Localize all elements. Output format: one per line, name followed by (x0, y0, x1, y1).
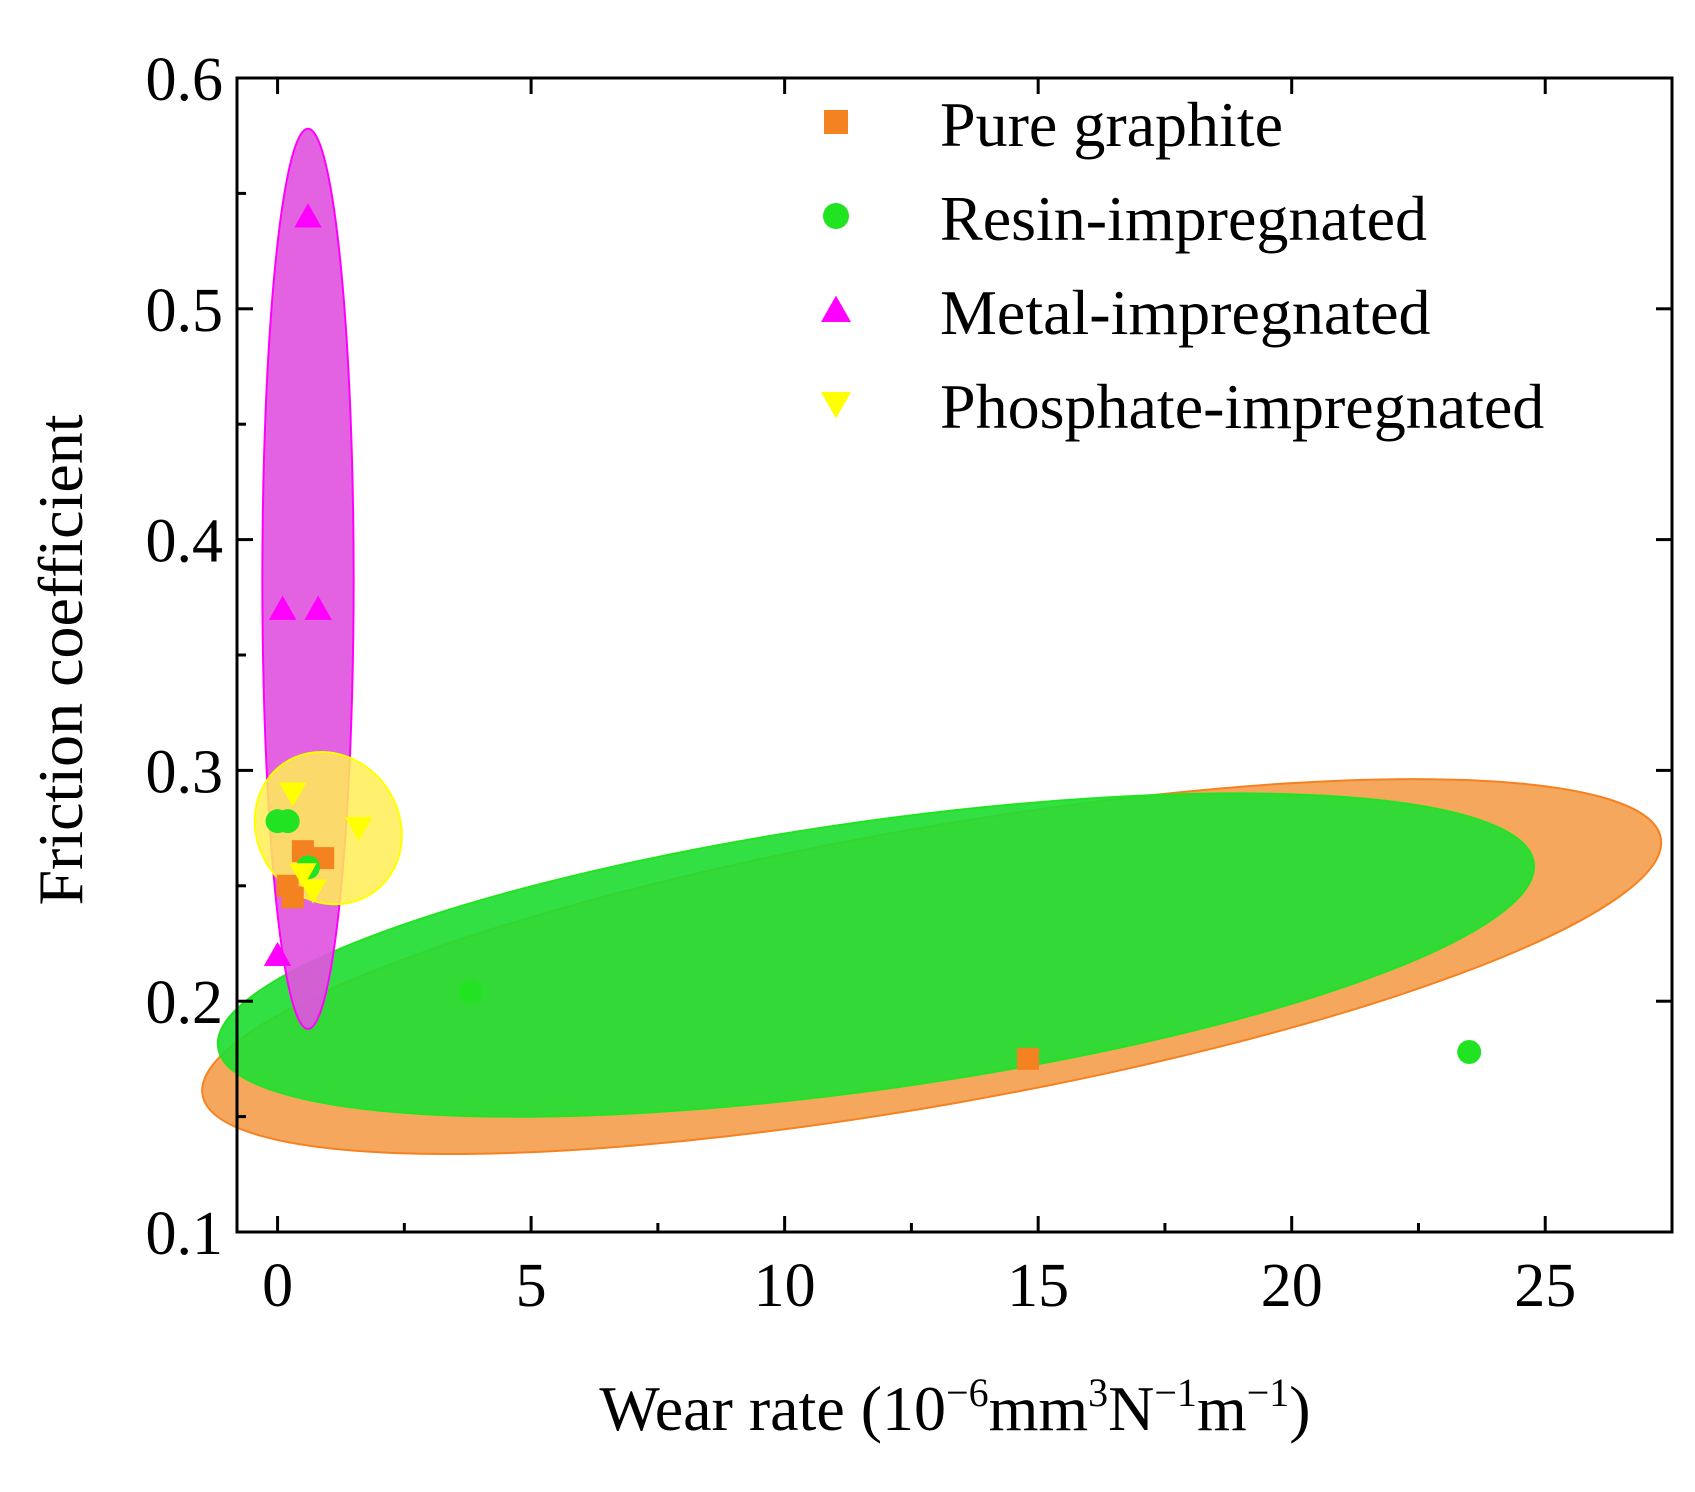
point-phosphate-impregnated-3 (344, 817, 373, 842)
x-tick-label-4: 20 (1261, 1252, 1323, 1320)
point-metal-impregnated-3 (304, 595, 332, 620)
x-label-exp4: −1 (1247, 1370, 1290, 1415)
point-metal-impregnated-1 (268, 595, 297, 620)
x-tick-label-0: 0 (262, 1252, 293, 1320)
x-label-mid2: N (1108, 1373, 1154, 1444)
legend: Pure graphite Resin-impregnated Metal-impr… (821, 89, 1544, 442)
legend-label-phosphate-impregnated: Phosphate-impregnated (940, 371, 1544, 442)
y-tick-label-0: 0.1 (146, 1200, 224, 1268)
y-tick-label-5: 0.6 (146, 46, 224, 114)
axes: 0 5 10 15 20 25 0.1 0.2 0.3 0.4 0.5 0.6 (146, 46, 1674, 1320)
point-resin-impregnated-4 (1457, 1039, 1482, 1064)
y-tick-label-4: 0.5 (146, 277, 224, 345)
legend-marker-resin-impregnated (823, 203, 849, 229)
legend-marker-phosphate-impregnated (821, 392, 851, 419)
x-label-mid3: m (1197, 1373, 1247, 1444)
y-tick-label-2: 0.3 (146, 738, 224, 806)
point-metal-impregnated-2 (294, 203, 322, 228)
x-label-exp1: −6 (946, 1370, 989, 1415)
legend-marker-pure-graphite (824, 110, 848, 134)
ellipse-phosphate-impregnated (253, 751, 403, 906)
x-axis-label: Wear rate (10−6mm3N−1m−1) (599, 1370, 1310, 1444)
data-points (263, 203, 1482, 1070)
legend-marker-metal-impregnated (821, 295, 851, 322)
point-metal-impregnated-0 (263, 941, 292, 967)
y-tick-label-1: 0.2 (146, 969, 224, 1037)
point-phosphate-impregnated-2 (299, 879, 327, 904)
x-label-exp3: −1 (1154, 1370, 1197, 1415)
point-resin-impregnated-3 (458, 979, 483, 1004)
x-tick-label-1: 5 (516, 1252, 547, 1320)
legend-label-pure-graphite: Pure graphite (940, 89, 1283, 160)
x-tick-label-2: 10 (754, 1252, 816, 1320)
y-axis-label: Friction coefficient (25, 414, 96, 905)
y-tick-label-3: 0.4 (146, 508, 224, 576)
point-resin-impregnated-1 (275, 809, 300, 834)
x-tick-label-5: 25 (1514, 1252, 1576, 1320)
point-pure-graphite-4 (1017, 1047, 1040, 1070)
ellipse-resin-impregnated (216, 792, 1535, 1118)
x-label-mid1: mm (989, 1373, 1089, 1444)
point-phosphate-impregnated-1 (289, 863, 317, 888)
legend-label-resin-impregnated: Resin-impregnated (940, 183, 1427, 254)
legend-label-metal-impregnated: Metal-impregnated (940, 277, 1430, 348)
x-label-prefix: Wear rate (10 (599, 1373, 946, 1444)
x-label-suffix: ) (1289, 1373, 1310, 1444)
confidence-ellipses (201, 127, 1663, 1155)
point-pure-graphite-1 (281, 886, 304, 909)
x-tick-label-3: 15 (1007, 1252, 1069, 1320)
point-phosphate-impregnated-0 (279, 782, 307, 807)
x-label-exp2: 3 (1088, 1370, 1108, 1415)
